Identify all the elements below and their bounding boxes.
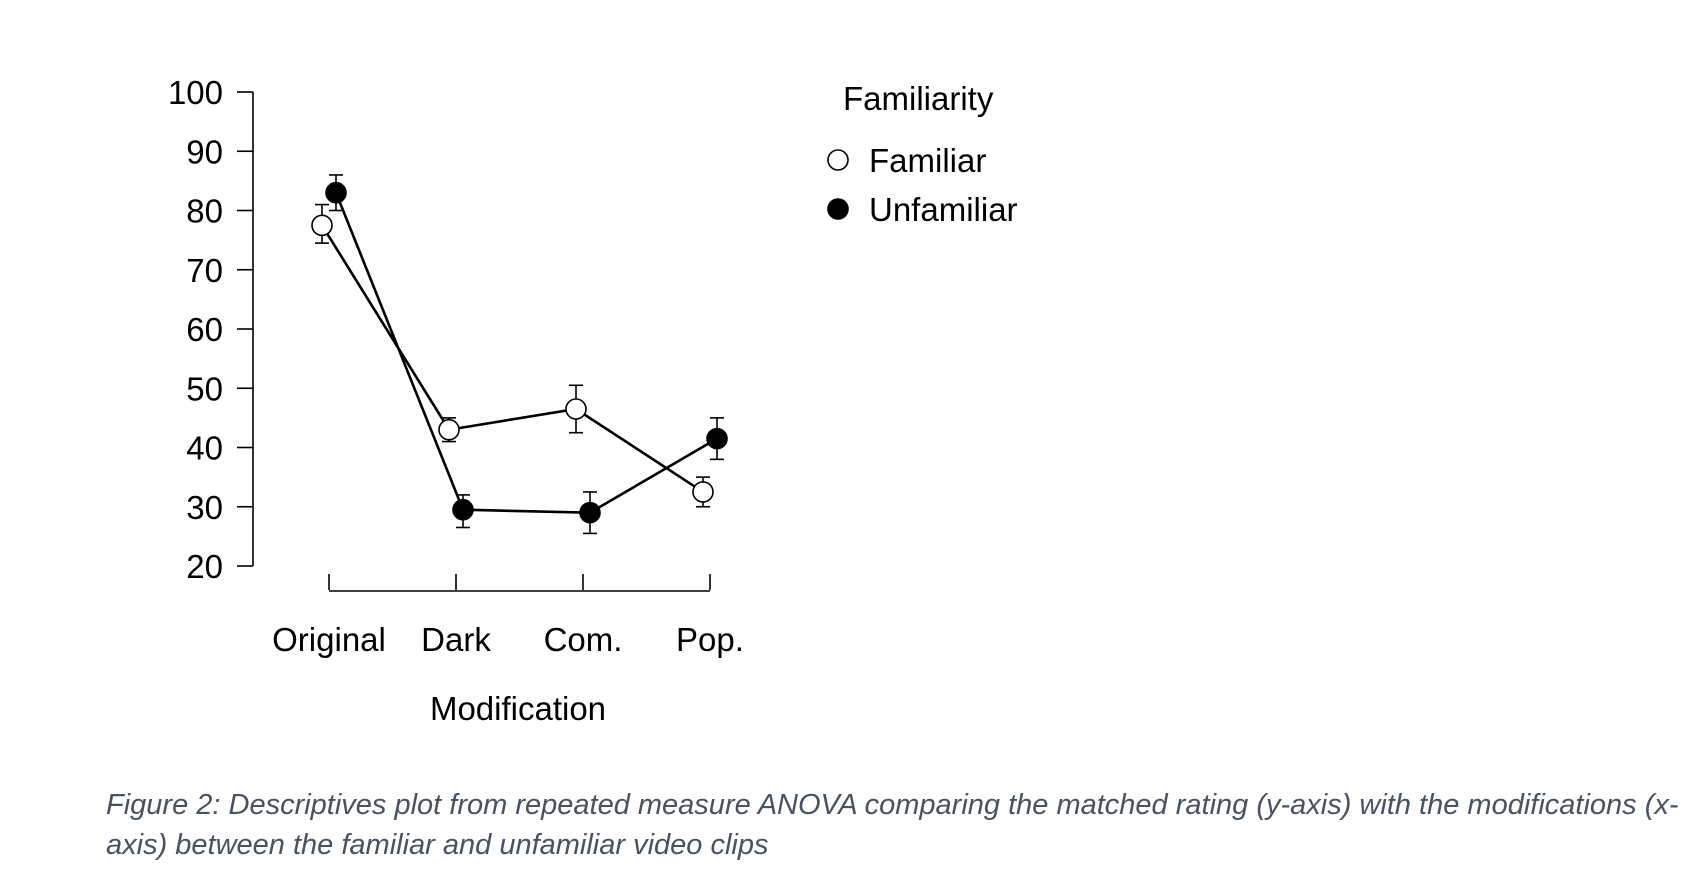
series-unfamiliar-point (325, 181, 347, 204)
y-tick-label: 20 (186, 548, 223, 585)
legend-label-unfamiliar: Unfamiliar (869, 191, 1018, 228)
x-tick-label: Pop. (676, 621, 744, 658)
series-familiar-point (692, 481, 714, 503)
y-axis: 20 30 40 50 60 70 80 90 100 (168, 74, 254, 585)
legend-title: Familiarity (843, 80, 994, 117)
y-tick-label: 90 (186, 133, 223, 170)
y-tick-label: 100 (168, 74, 223, 111)
legend: Familiarity Familiar Unfamiliar (827, 80, 1018, 228)
x-axis: Original Dark Com. Pop. (272, 574, 744, 658)
series-familiar-point (311, 214, 333, 237)
y-tick-label: 60 (186, 311, 223, 348)
y-tick-label: 70 (186, 252, 223, 289)
y-tick-label: 40 (186, 430, 223, 467)
legend-marker-unfamiliar (827, 198, 849, 220)
series-unfamiliar-point (452, 498, 474, 521)
x-axis-title: Modification (430, 690, 606, 727)
series-layer (311, 174, 728, 535)
series-unfamiliar (325, 174, 728, 535)
y-tick-label: 50 (186, 370, 223, 407)
x-tick-label: Original (272, 621, 386, 658)
series-familiar-point (438, 418, 460, 441)
x-tick-label: Com. (544, 621, 623, 658)
figure-caption: Figure 2: Descriptives plot from repeate… (106, 789, 1679, 861)
series-unfamiliar-point (579, 501, 601, 524)
series-familiar-line (320, 224, 704, 494)
series-familiar-point (565, 398, 587, 420)
y-tick-label: 30 (186, 489, 223, 526)
y-tick-label: 80 (186, 193, 223, 230)
legend-label-familiar: Familiar (869, 142, 986, 179)
legend-marker-familiar (827, 149, 849, 171)
descriptives-plot: 20 30 40 50 60 70 80 90 100 Original Dark Com. Pop.… (168, 74, 1018, 727)
series-familiar (311, 203, 714, 508)
series-unfamiliar-point (706, 427, 728, 450)
series-unfamiliar-line (334, 192, 718, 514)
x-tick-label: Dark (421, 621, 491, 658)
